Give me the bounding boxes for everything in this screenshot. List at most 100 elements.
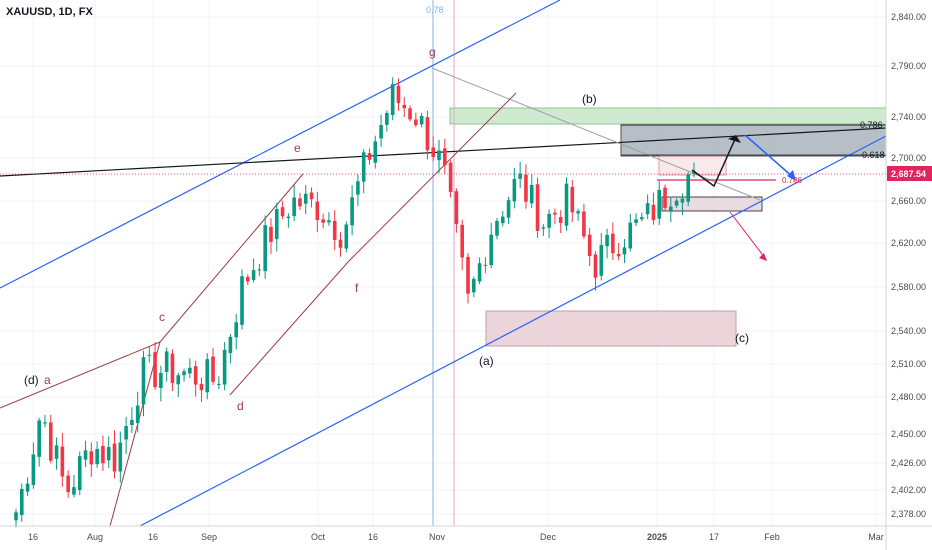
grey-diagonal-line [431, 67, 761, 201]
candle-body [529, 184, 534, 204]
candle-body [141, 357, 146, 405]
wave-label-c: c [159, 310, 165, 324]
candle-body [31, 454, 36, 485]
candle-body [593, 254, 598, 278]
candle-body [48, 422, 53, 461]
trendline-black [0, 127, 887, 177]
candle-body [500, 216, 505, 224]
candle-body [43, 422, 47, 424]
price-tick-label: 2,540.00 [891, 326, 926, 336]
wave-lines [0, 92, 517, 527]
candle-body [396, 85, 401, 104]
current-price-tag-text: 2,687.54 [891, 169, 926, 179]
price-axis[interactable]: 2,378.00 2,402.00 2,426.00 2,450.00 2,480.00… [885, 0, 932, 550]
candle-body [564, 183, 569, 226]
time-tick-label: Mar [868, 532, 884, 542]
candle-body [466, 256, 470, 294]
candle-body [199, 383, 204, 391]
time-axis[interactable]: 16 Aug 16 Sep Oct 16 Nov Dec 2025 17 Feb Mar [0, 525, 932, 542]
candle-body [524, 174, 528, 202]
plot-area[interactable] [0, 0, 886, 526]
candle-body [599, 244, 604, 276]
fib-label-small: 0.786 [782, 176, 803, 185]
candle-body [663, 187, 667, 208]
candle-body [170, 353, 175, 384]
candle-body [437, 150, 441, 161]
candle-body [274, 209, 279, 240]
candle-body [182, 371, 186, 376]
price-tick-label: 2,790.00 [891, 61, 926, 71]
channel-lower-line [139, 135, 887, 527]
candle-body [292, 197, 296, 217]
candle-body [414, 119, 418, 126]
candle-body [83, 450, 88, 460]
price-tick-label: 2,426.00 [891, 458, 926, 468]
candle-body [205, 359, 210, 393]
candle-body [89, 451, 94, 465]
candle-body [37, 420, 41, 457]
candle-body [448, 162, 453, 192]
projection-blue-path [744, 134, 795, 179]
candle-body [153, 352, 157, 388]
candle-body [443, 148, 447, 166]
candle-body [460, 224, 465, 258]
candle-body [338, 239, 343, 248]
candle-body [547, 213, 551, 228]
candle-body [106, 446, 111, 461]
candle-body [535, 184, 540, 231]
candle-body [506, 200, 511, 218]
candle-body [402, 104, 407, 109]
candle-body [211, 356, 215, 382]
candle-body [124, 426, 128, 440]
candle-body [570, 186, 575, 213]
symbol-title[interactable]: XAUUSD, 1D, FX [6, 6, 93, 18]
candle-body [582, 211, 586, 237]
wave-label-d-paren: (d) [24, 373, 39, 387]
candle-body [356, 181, 360, 195]
candle-body [425, 117, 430, 151]
current-price-tag [887, 166, 932, 181]
candle-body [680, 198, 685, 203]
time-tick-label: Nov [429, 532, 446, 542]
price-tick-label: 2,580.00 [891, 282, 926, 292]
candle-body [251, 270, 256, 280]
time-tick-label: 17 [709, 532, 719, 542]
candle-body [611, 233, 615, 254]
channel-upper-line [0, 0, 561, 289]
time-tick-label: Dec [540, 532, 557, 542]
price-tick-label: 2,660.00 [891, 196, 926, 206]
candle-body [263, 225, 267, 272]
candle-body [188, 367, 192, 374]
wave-label-a: a [44, 373, 51, 387]
candle-body [118, 442, 123, 472]
candle-body [692, 171, 696, 174]
candle-body [257, 269, 262, 271]
fib-label-618: 0.618 [862, 150, 885, 160]
price-tick-label: 2,740.00 [891, 112, 926, 122]
candle-body [373, 141, 378, 163]
price-tick-label: 2,840.00 [891, 12, 926, 22]
candle-body [628, 222, 633, 249]
candle-body [471, 278, 476, 293]
wave-labels: (d) a c d e f g (a) (b) (c) [24, 45, 749, 413]
price-tick-label: 2,700.00 [891, 153, 926, 163]
candle-body [686, 174, 691, 202]
candle-body [112, 443, 117, 472]
candle-body [193, 366, 198, 385]
candle-body [176, 375, 181, 385]
price-tick-label: 2,620.00 [891, 238, 926, 248]
candle-body [367, 153, 372, 160]
candle-body [101, 446, 105, 464]
wave-label-g: g [429, 45, 436, 59]
candle-body [72, 487, 76, 495]
candle-body [408, 108, 412, 120]
candle-body [135, 405, 140, 424]
target-zone-c [485, 310, 737, 347]
candle-body [489, 234, 493, 266]
time-tick-label: Sep [201, 532, 217, 542]
wave-label-e: e [294, 141, 301, 155]
time-tick-label: Feb [764, 532, 780, 542]
projection-red-line [729, 211, 766, 259]
candle-body [327, 220, 331, 223]
